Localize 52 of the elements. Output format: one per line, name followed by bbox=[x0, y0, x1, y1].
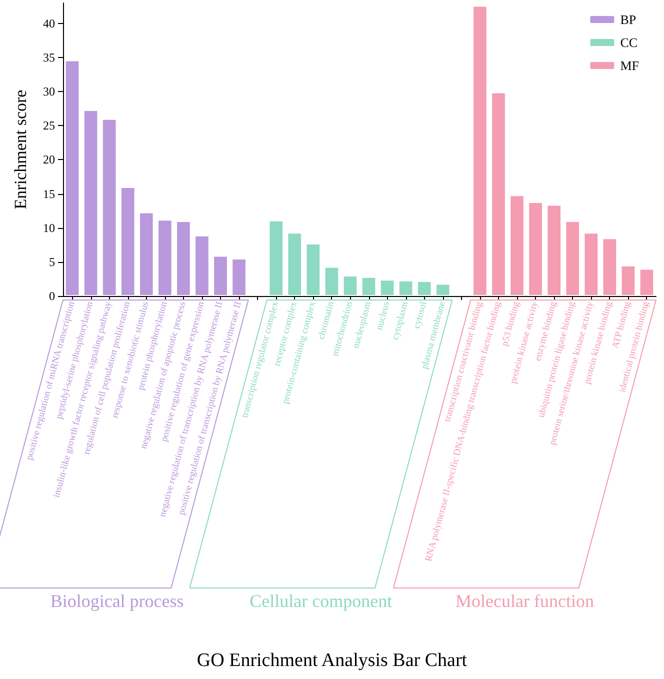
y-tick-label: 5 bbox=[49, 254, 55, 269]
legend-label: BP bbox=[620, 12, 636, 27]
x-tick-label: nucleus bbox=[374, 300, 392, 332]
bar bbox=[602, 238, 618, 296]
bar bbox=[380, 280, 395, 296]
y-tick-label: 0 bbox=[49, 289, 55, 303]
y-tick-label: 10 bbox=[43, 220, 55, 235]
text: Cellular component bbox=[250, 591, 392, 612]
bar bbox=[342, 276, 358, 296]
y-axis-title: Enrichment score bbox=[11, 90, 30, 210]
bar bbox=[491, 92, 506, 296]
y-tick-label: 15 bbox=[43, 186, 55, 201]
bar bbox=[232, 258, 246, 296]
text: GO Enrichment Analysis Bar Chart bbox=[196, 650, 468, 671]
bar bbox=[416, 281, 432, 296]
bar bbox=[472, 6, 488, 296]
y-tick-label: 30 bbox=[43, 84, 55, 99]
bar bbox=[510, 195, 524, 296]
bar bbox=[83, 110, 98, 296]
y-tick-label: 40 bbox=[43, 16, 55, 30]
x-tick-label: cytosol bbox=[412, 300, 430, 330]
bar bbox=[176, 221, 191, 296]
bar bbox=[620, 265, 636, 296]
bar bbox=[584, 232, 599, 296]
x-tick-label: p53 binding bbox=[500, 300, 522, 348]
bar bbox=[158, 220, 172, 296]
bar bbox=[120, 186, 136, 296]
bar bbox=[565, 221, 580, 296]
bar bbox=[138, 212, 154, 296]
bar bbox=[361, 276, 376, 296]
bar bbox=[64, 60, 80, 296]
y-tick-label: 35 bbox=[43, 50, 55, 65]
bar bbox=[324, 266, 340, 296]
legend-label: MF bbox=[620, 58, 640, 73]
bar bbox=[268, 220, 284, 296]
bar bbox=[435, 284, 450, 296]
bar bbox=[213, 256, 228, 296]
bar bbox=[639, 268, 654, 296]
text: Biological process bbox=[50, 591, 184, 612]
bar bbox=[398, 280, 414, 296]
y-tick-label: 20 bbox=[43, 152, 55, 167]
bar bbox=[528, 202, 543, 296]
y-tick-label: 25 bbox=[43, 118, 55, 133]
x-tick-label: chromatin bbox=[316, 300, 337, 340]
bar bbox=[306, 244, 321, 296]
bar bbox=[102, 118, 117, 296]
bar bbox=[194, 235, 210, 296]
x-tick-label: cytoplasm bbox=[390, 300, 411, 342]
text: Molecular function bbox=[456, 591, 594, 612]
legend-label: CC bbox=[620, 35, 638, 50]
bar bbox=[287, 232, 302, 296]
bar bbox=[546, 204, 562, 296]
